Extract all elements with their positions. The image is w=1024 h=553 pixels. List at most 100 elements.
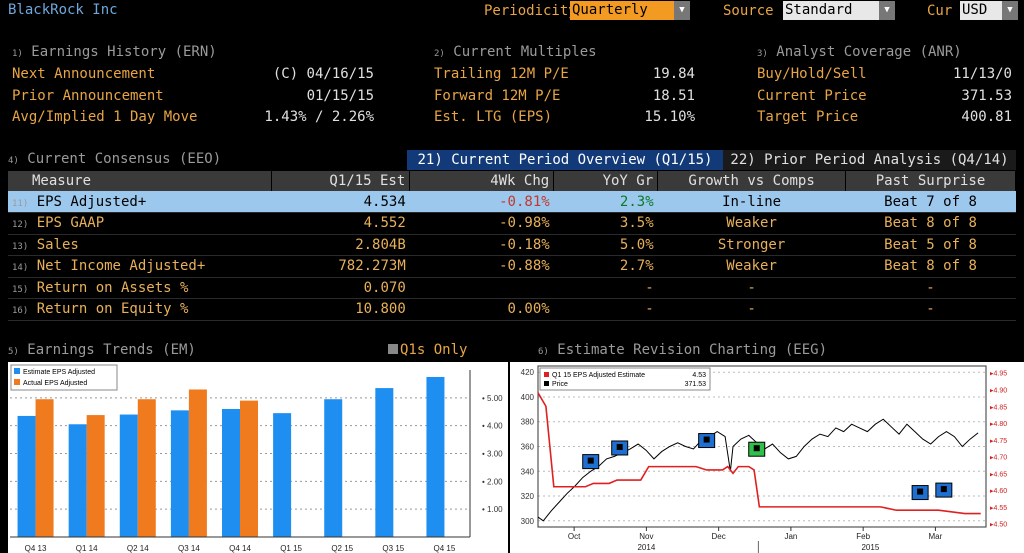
periodicity-select[interactable]: Quarterly xyxy=(570,1,674,20)
col-past-surprise[interactable]: Past Surprise xyxy=(845,171,1016,191)
multiples-value: 18.51 xyxy=(652,87,695,104)
periodicity-label: Periodicity xyxy=(484,3,577,19)
multiples-value: 15.10% xyxy=(644,109,695,125)
x-tick-label: Q3 14 xyxy=(178,544,200,553)
consensus-title[interactable]: 4) Current Consensus (EEO) xyxy=(8,151,222,167)
consensus-header-row: Measure Q1/15 Est 4Wk Chg YoY Gr Growth … xyxy=(8,171,1016,191)
price-line xyxy=(537,418,979,522)
analyst-label: Buy/Hold/Sell xyxy=(757,66,867,82)
measure-cell[interactable]: 11) EPS Adjusted+ xyxy=(8,191,272,213)
past-surprise-cell: - xyxy=(845,298,1016,321)
analyst-label: Current Price xyxy=(757,87,867,104)
earnings-history-label: Prior Announcement xyxy=(12,87,164,104)
currency-select[interactable]: USD xyxy=(960,1,1002,20)
company-name: BlackRock Inc xyxy=(8,2,118,18)
source-dropdown-button[interactable]: ▼ xyxy=(879,1,895,20)
analyst-label: Target Price xyxy=(757,109,859,125)
earnings-trends-title[interactable]: 5) Earnings Trends (EM) xyxy=(8,342,196,358)
estimate-cell: 2.804B xyxy=(271,234,410,256)
x-tick-label: Q3 15 xyxy=(382,544,404,553)
past-surprise-cell: Beat 8 of 8 xyxy=(845,255,1016,278)
estimate-bar xyxy=(222,408,240,537)
right-y-tick-label: ▸4.80 xyxy=(990,421,1007,428)
legend-box xyxy=(539,367,711,391)
table-row[interactable]: 14) Net Income Adjusted+ 782.273M -0.88% 2.… xyxy=(8,255,1016,278)
currency-dropdown-button[interactable]: ▼ xyxy=(1002,1,1018,20)
analyst-coverage-title[interactable]: 3) Analyst Coverage (ANR) xyxy=(757,44,962,60)
checkbox-icon xyxy=(388,344,398,354)
estimate-bar xyxy=(273,413,292,537)
q1s-only-toggle[interactable]: Q1s Only xyxy=(388,342,467,358)
right-y-tick-label: ▸4.50 xyxy=(990,522,1007,529)
col-estimate[interactable]: Q1/15 Est xyxy=(271,171,411,191)
right-y-tick-label: ▸4.60 xyxy=(990,488,1007,495)
right-y-tick-label: ▸4.55 xyxy=(990,505,1007,512)
y-tick-label: • 4.00 xyxy=(482,422,503,431)
x-tick-label: Q4 15 xyxy=(434,544,456,553)
x-tick-label: Q2 15 xyxy=(331,544,353,553)
x-tick-label: Nov xyxy=(639,532,653,541)
growth-comps-cell: Stronger xyxy=(657,234,846,256)
estimate-cell: 0.070 xyxy=(271,277,410,299)
measure-cell[interactable]: 14) Net Income Adjusted+ xyxy=(8,255,272,278)
revision-event-icon xyxy=(703,436,710,443)
table-row[interactable]: 13) Sales 2.804B -0.18% 5.0% Stronger Beat 5 … xyxy=(8,234,1016,256)
legend-actual-swatch xyxy=(14,379,20,385)
yoy-cell: 2.3% xyxy=(553,191,658,213)
earnings-history-label: Avg/Implied 1 Day Move xyxy=(12,109,198,125)
estimate-bar xyxy=(426,376,445,537)
left-y-tick-label: 420 xyxy=(521,368,535,377)
estimate-bar xyxy=(17,415,36,537)
growth-comps-cell: - xyxy=(657,298,846,321)
revision-event-icon xyxy=(940,486,947,493)
multiples-label: Trailing 12M P/E xyxy=(434,66,569,82)
earnings-history-value: 1.43% / 2.26% xyxy=(264,109,374,125)
estimate-bar xyxy=(375,388,394,537)
x-tick-label: Q4 14 xyxy=(229,544,251,553)
actual-bar xyxy=(240,400,258,537)
estimate-cell: 10.800 xyxy=(271,298,410,321)
past-surprise-cell: Beat 7 of 8 xyxy=(845,191,1016,213)
left-y-tick-label: 380 xyxy=(521,418,535,427)
revision-event-icon xyxy=(917,488,924,495)
yoy-cell: 5.0% xyxy=(553,234,658,256)
col-4wk-chg[interactable]: 4Wk Chg xyxy=(409,171,555,191)
past-surprise-cell: - xyxy=(845,277,1016,299)
left-y-tick-label: 320 xyxy=(521,492,535,501)
growth-comps-cell: In-line xyxy=(657,191,846,213)
periodicity-dropdown-button[interactable]: ▼ xyxy=(674,1,690,20)
4wk-chg-cell: -0.18% xyxy=(409,234,554,256)
table-row[interactable]: 11) EPS Adjusted+ 4.534 -0.81% 2.3% In-line B… xyxy=(8,191,1016,213)
yoy-cell: 2.7% xyxy=(553,255,658,278)
measure-cell[interactable]: 16) Return on Equity % xyxy=(8,298,272,321)
col-yoy-gr[interactable]: YoY Gr xyxy=(553,171,659,191)
source-select[interactable]: Standard xyxy=(783,1,879,20)
analyst-value: 11/13/0 xyxy=(952,66,1012,82)
estimate-bar xyxy=(324,399,343,537)
yoy-cell: - xyxy=(553,277,658,299)
yoy-cell: - xyxy=(553,298,658,321)
earnings-history-title[interactable]: 1) Earnings History (ERN) xyxy=(12,44,217,60)
tab-current-period[interactable]: 21) Current Period Overview (Q1/15) xyxy=(407,150,723,170)
current-multiples-title[interactable]: 2) Current Multiples xyxy=(434,44,597,60)
x-tick-label: Q2 14 xyxy=(127,544,149,553)
consensus-table: Measure Q1/15 Est 4Wk Chg YoY Gr Growth … xyxy=(8,171,1016,321)
table-row[interactable]: 15) Return on Assets % 0.070- - - xyxy=(8,277,1016,299)
4wk-chg-cell: -0.88% xyxy=(409,255,554,278)
measure-cell[interactable]: 13) Sales xyxy=(8,234,272,256)
tab-prior-period[interactable]: 22) Prior Period Analysis (Q4/14) xyxy=(723,150,1016,170)
estimate-revision-title[interactable]: 6) Estimate Revision Charting (EEG) xyxy=(538,342,827,358)
measure-cell[interactable]: 12) EPS GAAP xyxy=(8,212,272,235)
source-label: Source xyxy=(723,3,774,19)
col-growth-vs-comps[interactable]: Growth vs Comps xyxy=(657,171,847,191)
legend-box xyxy=(10,364,118,391)
estimate-bar xyxy=(170,410,189,537)
col-measure[interactable]: Measure xyxy=(8,171,273,191)
table-row[interactable]: 12) EPS GAAP 4.552 -0.98% 3.5% Weaker Beat 8 … xyxy=(8,212,1016,235)
legend-price-value: 371.53 xyxy=(685,381,707,388)
estimate-revision-chart: 300 320 340 360 380 400 420 ▸4.50 ▸4.55 ▸4.60 ▸4.6… xyxy=(510,362,1024,553)
actual-bar xyxy=(188,389,207,537)
measure-cell[interactable]: 15) Return on Assets % xyxy=(8,277,272,299)
x-tick-label: Mar xyxy=(929,532,943,541)
table-row[interactable]: 16) Return on Equity % 10.800 0.00% - - - xyxy=(8,298,1016,321)
